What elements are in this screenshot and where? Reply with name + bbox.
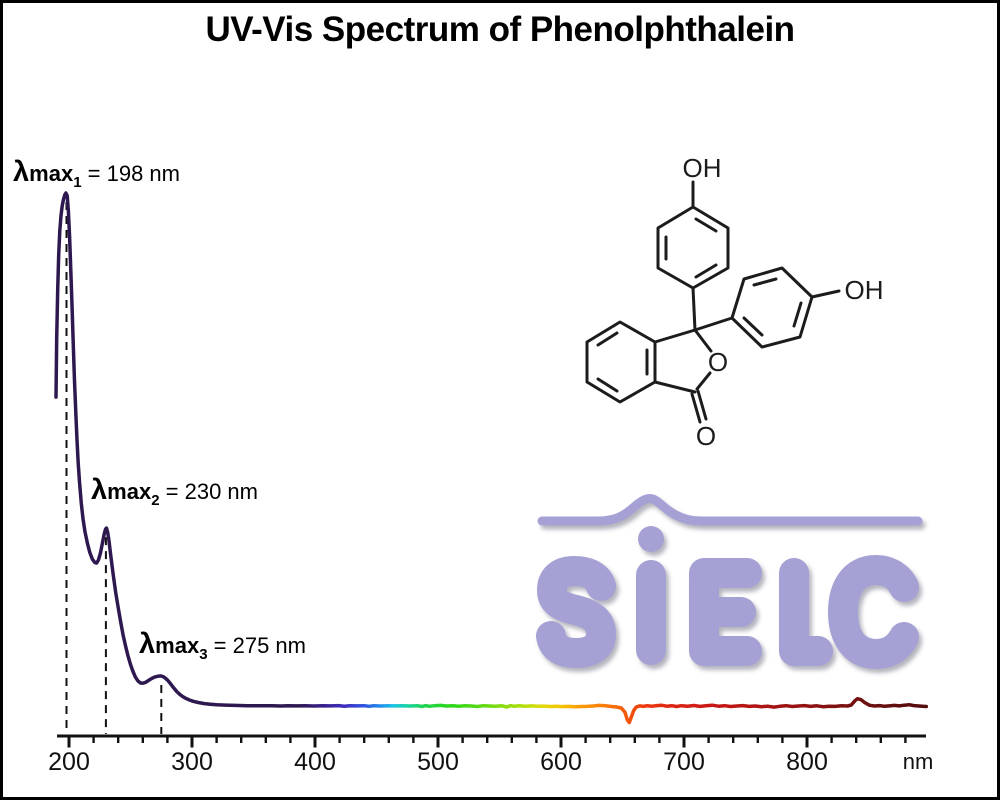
- phenol-ring-top: [656, 205, 730, 290]
- peak-annotation-1: λmax1 = 198 nm: [13, 156, 180, 191]
- peak-annotation-3: λmax3 = 275 nm: [139, 628, 306, 663]
- tick-label-500: 500: [417, 748, 459, 776]
- lambda-symbol: λ: [13, 156, 30, 188]
- tick-label-200: 200: [48, 748, 90, 776]
- carbonyl-oxygen-label: O: [696, 421, 716, 451]
- logo-i-dot: [638, 526, 664, 552]
- bond-to-right-oh: [810, 289, 841, 299]
- lambda-symbol: λ: [91, 474, 108, 506]
- peak-index: 1: [73, 174, 82, 191]
- logo-letters: [536, 555, 919, 669]
- logo-letter-c: [828, 555, 919, 669]
- logo-letter-e: [689, 558, 762, 666]
- molecule-atom-labels: OH OH O O: [683, 153, 884, 451]
- lactone-oxygen-label: O: [708, 347, 728, 377]
- peak-index: 2: [151, 492, 160, 509]
- molecule-structure: [585, 180, 841, 424]
- peak-wavelength: = 198 nm: [81, 161, 180, 186]
- peak-wavelength: = 275 nm: [207, 633, 306, 658]
- tick-label-300: 300: [171, 748, 213, 776]
- lambda-symbol: λ: [139, 628, 156, 660]
- logo-chromatogram-peak-line: [537, 494, 923, 526]
- hydroxyl-label-right: OH: [845, 275, 884, 305]
- logo-letter-s: [536, 556, 616, 668]
- spectrum-curve: [54, 191, 929, 725]
- tick-label-800: 800: [786, 748, 828, 776]
- sielc-logo: [536, 494, 923, 669]
- chart-title: UV-Vis Spectrum of Phenolphthalein: [205, 10, 795, 49]
- axis-unit-label: nm: [903, 749, 934, 774]
- max-label: max: [155, 633, 200, 658]
- logo-letter-l: [779, 558, 833, 666]
- tick-label-700: 700: [663, 748, 705, 776]
- peak-index: 3: [199, 646, 208, 663]
- max-label: max: [29, 161, 74, 186]
- spectrum-curve-layer: [54, 191, 929, 725]
- tick-label-400: 400: [294, 748, 336, 776]
- peak-wavelength: = 230 nm: [159, 479, 258, 504]
- peak-annotation-2: λmax2 = 230 nm: [91, 474, 258, 509]
- tick-label-600: 600: [540, 748, 582, 776]
- benzo-ring: [585, 320, 657, 404]
- max-label: max: [107, 479, 152, 504]
- hydroxyl-label-top: OH: [683, 153, 722, 183]
- x-axis: 200 300 400 500 600 700 800: [48, 734, 926, 776]
- peak-marker-lines: [65, 202, 163, 734]
